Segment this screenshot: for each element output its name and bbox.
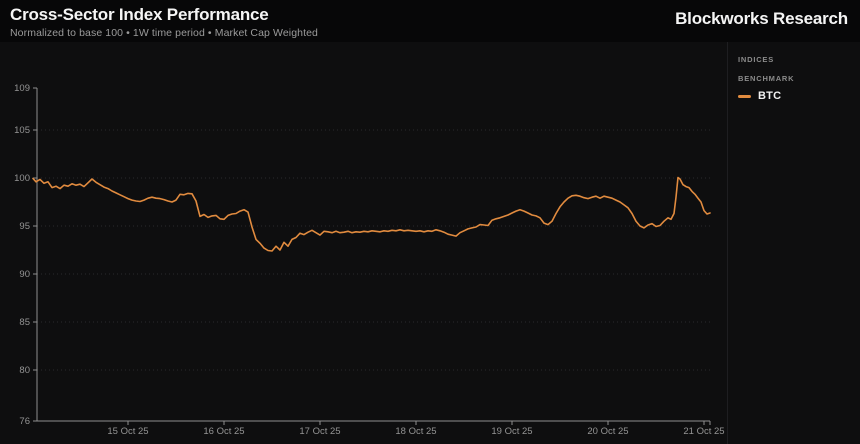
x-axis-tick-label: 17 Oct 25: [299, 426, 340, 437]
y-axis-tick-label: 76: [19, 416, 30, 427]
app-header: Cross-Sector Index Performance Normalize…: [0, 0, 860, 42]
page-subtitle: Normalized to base 100 • 1W time period …: [10, 27, 318, 39]
chart-card: 109 105 100 95 90 85 80 76 15 Oct 25 16 Oct 25 17 …: [0, 42, 727, 444]
y-axis-tick-label: 95: [19, 221, 30, 232]
legend-item-label: BTC: [758, 90, 782, 102]
indices-section-label: INDICES: [738, 55, 775, 64]
y-axis-tick-label: 80: [19, 365, 30, 376]
y-axis-tick-label: 100: [14, 173, 30, 184]
benchmark-section-label: BENCHMARK: [738, 74, 795, 83]
performance-chart[interactable]: 109 105 100 95 90 85 80 76 15 Oct 25 16 Oct 25 17 …: [0, 42, 727, 444]
y-axis-tick-label: 85: [19, 317, 30, 328]
page-title: Cross-Sector Index Performance: [10, 5, 269, 24]
btc-line-swatch-icon: [738, 94, 751, 98]
series-line-btc[interactable]: [32, 176, 711, 252]
title-block: Cross-Sector Index Performance Normalize…: [10, 5, 318, 39]
y-axis-tick-label: 105: [14, 125, 30, 136]
y-axis-tick-label: 90: [19, 269, 30, 280]
x-axis-tick-label: 18 Oct 25: [395, 426, 436, 437]
legend-item-btc[interactable]: BTC: [738, 90, 852, 102]
main-area: 109 105 100 95 90 85 80 76 15 Oct 25 16 Oct 25 17 …: [0, 42, 860, 444]
x-axis-tick-label: 15 Oct 25: [107, 426, 148, 437]
axis-lines: [36, 88, 710, 422]
x-axis-tick-label: 19 Oct 25: [491, 426, 532, 437]
legend-panel: INDICES BENCHMARK BTC: [727, 42, 860, 444]
x-axis-tick-label: 16 Oct 25: [203, 426, 244, 437]
x-axis-tick-label: 21 Oct 25: [683, 426, 724, 437]
brand-logo: Blockworks Research: [675, 9, 848, 28]
y-axis-tick-label: 109: [14, 83, 30, 94]
x-axis-tick-label: 20 Oct 25: [587, 426, 628, 437]
